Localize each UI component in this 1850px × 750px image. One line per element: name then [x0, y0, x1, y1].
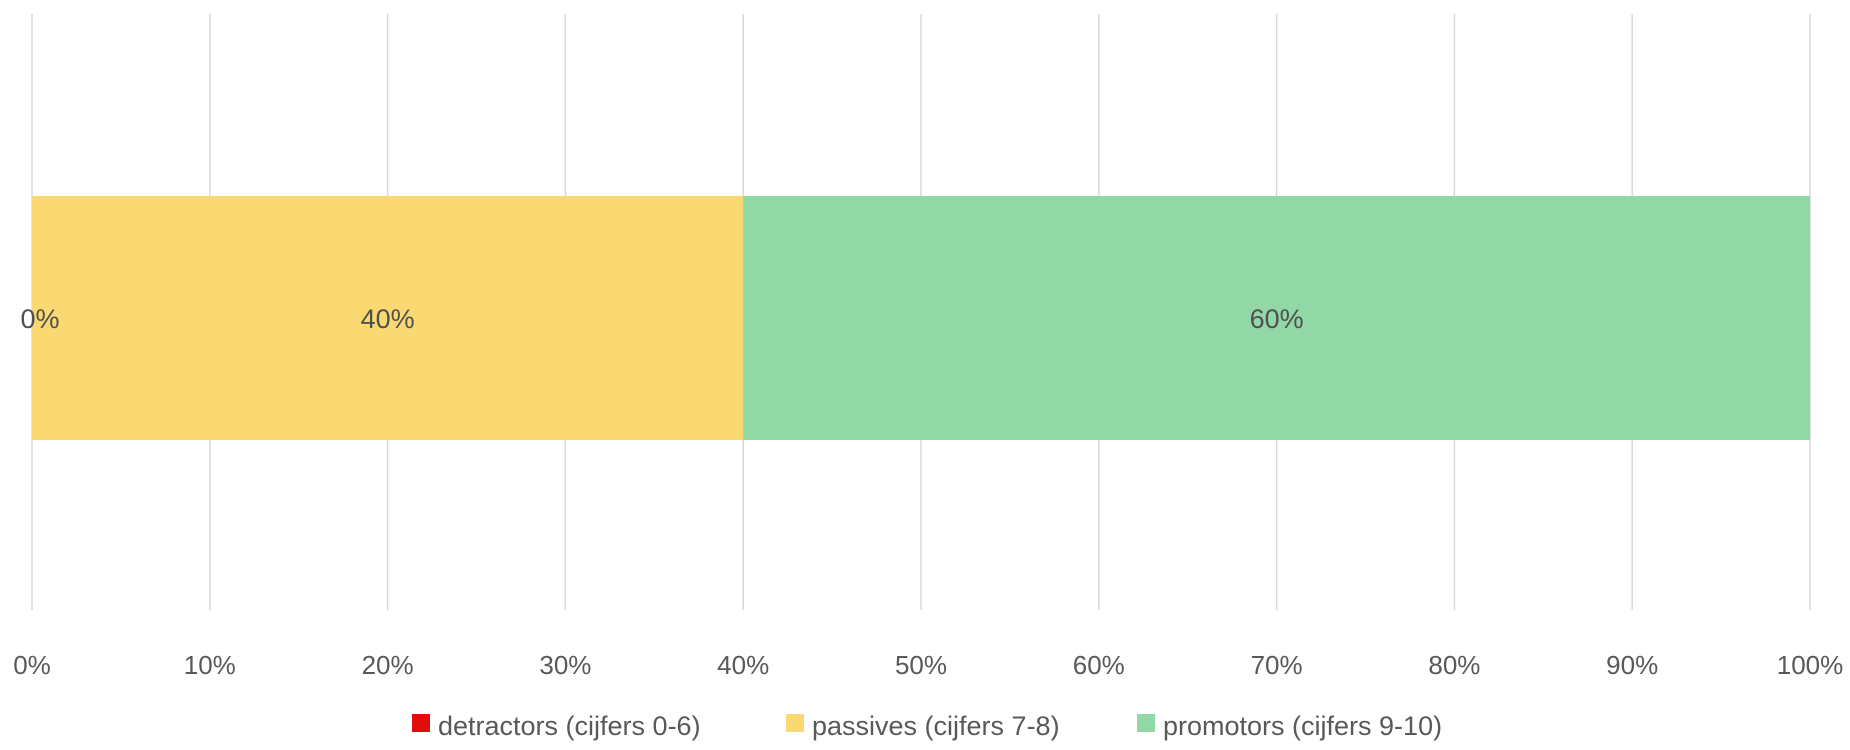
legend-label-1: detractors (cijfers 0-6) — [438, 711, 701, 741]
x-tick-label: 100% — [1777, 650, 1844, 680]
data-labels: 0% 40% 60% — [20, 304, 1303, 334]
legend-swatch-2 — [786, 714, 804, 732]
x-tick-label: 50% — [895, 650, 947, 680]
bar-segment-3 — [743, 196, 1811, 440]
legend-swatch-1 — [412, 714, 430, 732]
x-tick-label: 20% — [362, 650, 414, 680]
x-tick-label: 90% — [1606, 650, 1658, 680]
x-tick-label: 40% — [717, 650, 769, 680]
bar-segments — [32, 196, 1811, 440]
data-label-2: 40% — [361, 304, 415, 334]
legend: detractors (cijfers 0-6) passives (cijfer… — [412, 711, 1442, 741]
x-tick-label: 10% — [184, 650, 236, 680]
bar-segment-2 — [32, 196, 744, 440]
data-label-3: 60% — [1250, 304, 1304, 334]
legend-swatch-3 — [1137, 714, 1155, 732]
x-tick-label: 70% — [1251, 650, 1303, 680]
data-label-1: 0% — [20, 304, 59, 334]
x-tick-label: 60% — [1073, 650, 1125, 680]
x-axis-tick-labels: 0% 10% 20% 30% 40% 50% 60% 70% 80% 90% 100% — [13, 650, 1843, 680]
x-tick-label: 0% — [13, 650, 51, 680]
legend-label-3: promotors (cijfers 9-10) — [1163, 711, 1442, 741]
x-tick-label: 30% — [539, 650, 591, 680]
legend-label-2: passives (cijfers 7-8) — [812, 711, 1060, 741]
x-tick-label: 80% — [1428, 650, 1480, 680]
